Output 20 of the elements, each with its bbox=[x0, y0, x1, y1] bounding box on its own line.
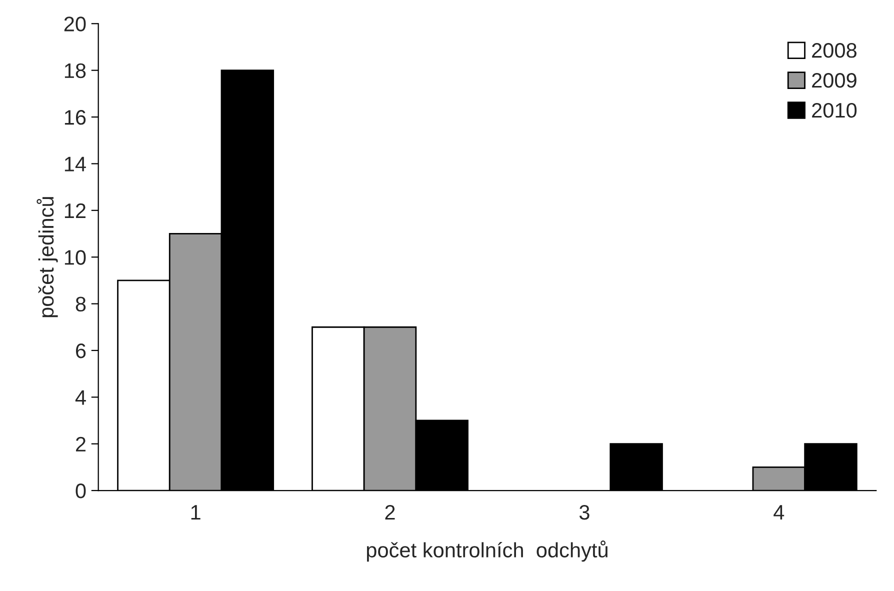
y-tick-label: 12 bbox=[64, 203, 86, 218]
y-tick-label: 20 bbox=[64, 16, 86, 32]
x-axis-title: počet kontrolních odchytů bbox=[366, 540, 608, 562]
y-tick-label: 10 bbox=[64, 250, 86, 265]
y-tick-label: 4 bbox=[75, 390, 86, 405]
y-tick-label: 18 bbox=[64, 63, 86, 78]
y-tick-label: 8 bbox=[76, 296, 86, 312]
y-tick-label: 16 bbox=[64, 110, 86, 125]
y-tick-label: 0 bbox=[76, 484, 86, 498]
y-tick-label: 2 bbox=[76, 436, 86, 452]
x-tick-label: 2 bbox=[385, 504, 395, 520]
y-tick-label: 14 bbox=[64, 156, 86, 172]
x-tick-label: 4 bbox=[774, 505, 784, 520]
y-axis-title: počet jedinců bbox=[36, 197, 58, 318]
x-tick-label: 1 bbox=[191, 505, 200, 520]
y-tick-label: 6 bbox=[76, 343, 86, 358]
x-tick-label: 3 bbox=[579, 504, 590, 520]
legend-label: 2009 bbox=[812, 73, 856, 88]
legend-label: 2010 bbox=[812, 102, 857, 118]
legend-label: 2008 bbox=[812, 43, 856, 58]
